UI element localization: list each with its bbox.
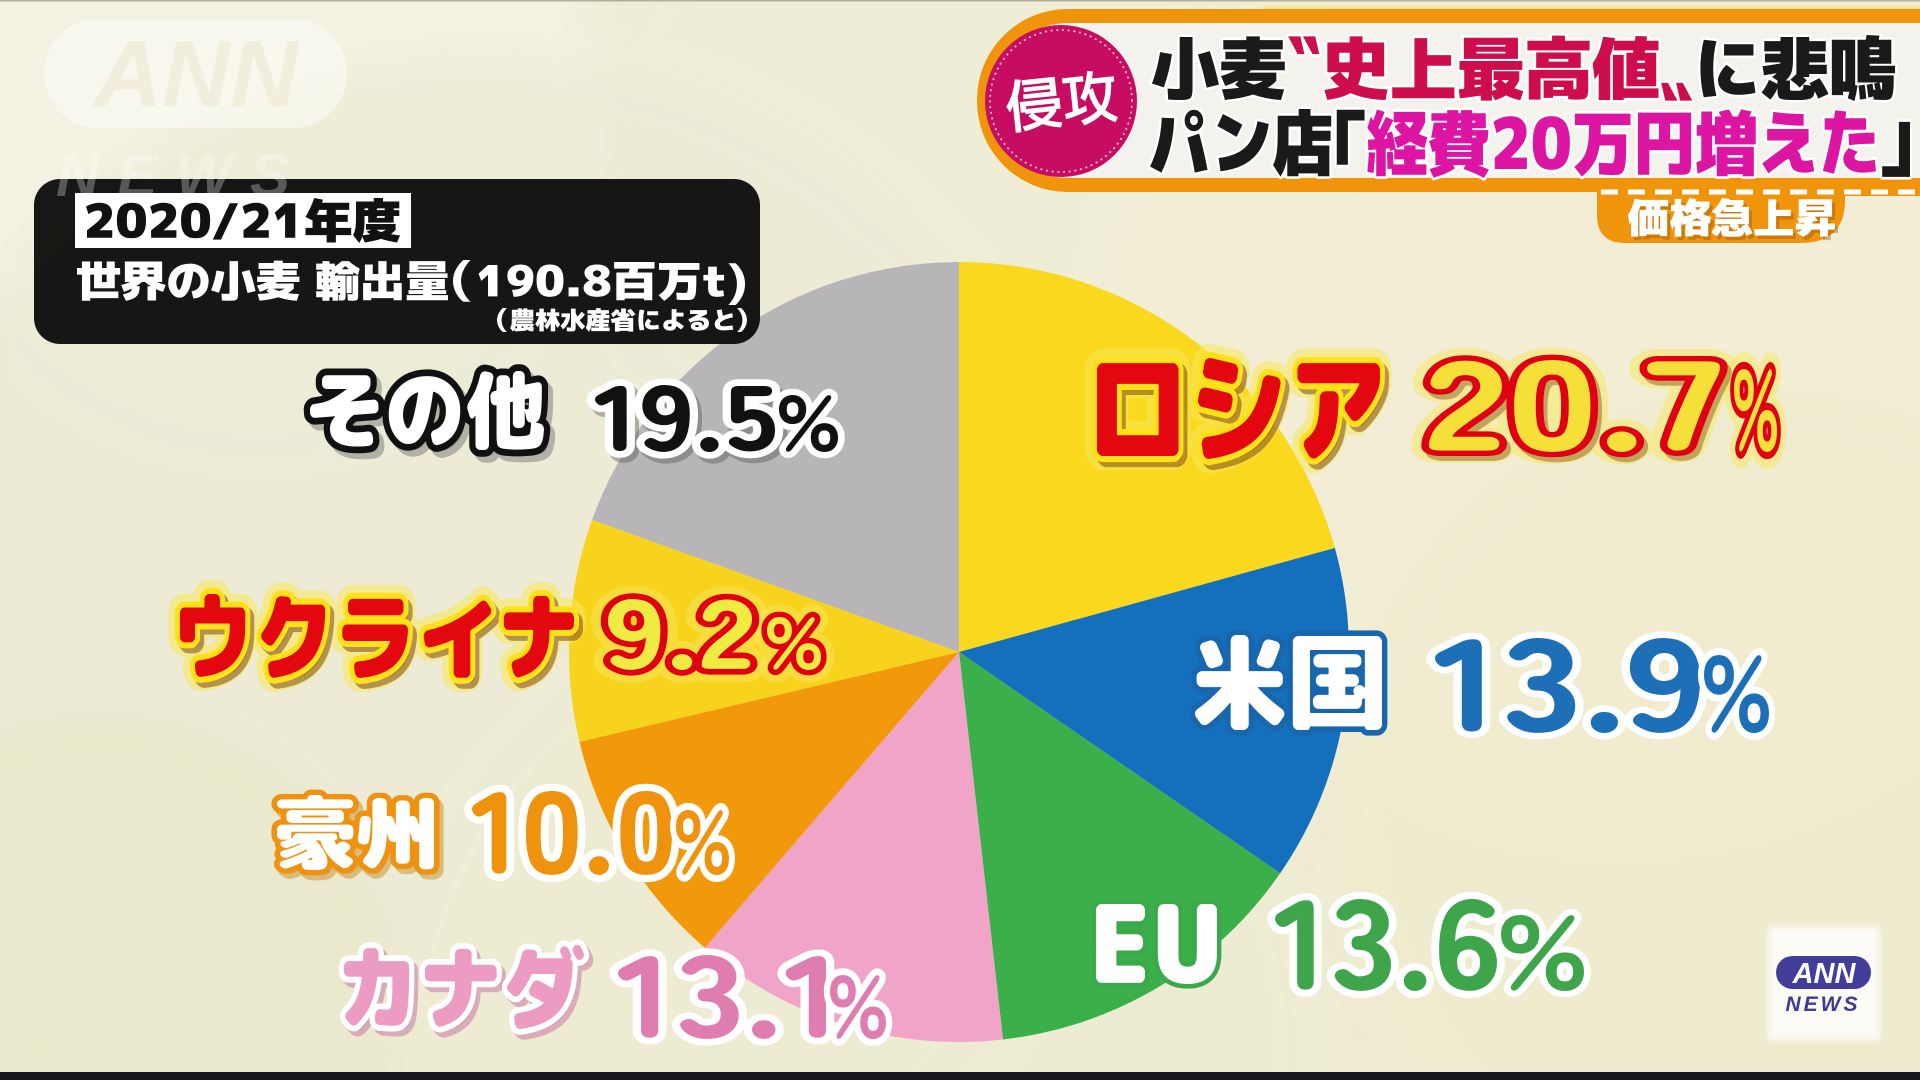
svg-text:ANN: ANN [1792,958,1857,990]
svg-text:NEWS: NEWS [56,142,308,209]
svg-text:NEWS: NEWS [1786,993,1861,1016]
svg-text:ANN: ANN [92,21,300,126]
